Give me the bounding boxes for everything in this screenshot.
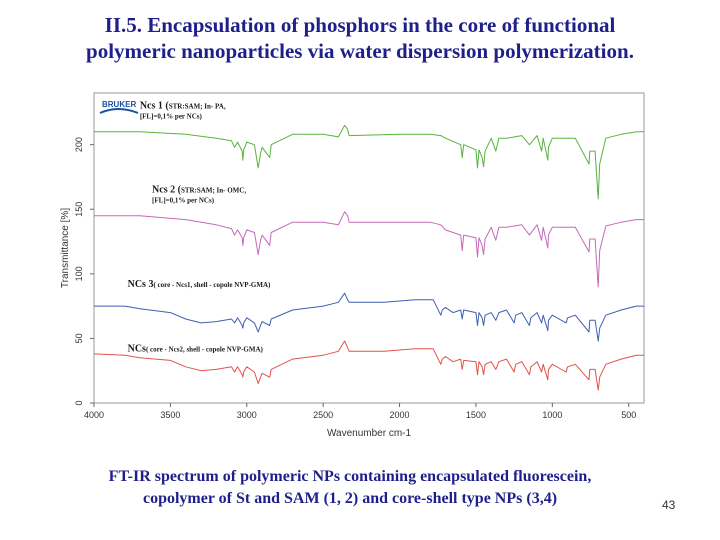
x-tick-label: 2500 bbox=[313, 410, 333, 420]
figure-caption: FT-IR spectrum of polymeric NPs containi… bbox=[30, 466, 670, 510]
series-label-detail: STR:SAM; In- PA, bbox=[169, 103, 226, 111]
series-label-main: Ncs 1 ( bbox=[140, 101, 170, 112]
x-tick-label: 500 bbox=[621, 410, 636, 420]
series-label-main: NCs 3 bbox=[128, 279, 154, 290]
y-tick-label: 100 bbox=[74, 266, 84, 281]
y-tick-label: 150 bbox=[74, 202, 84, 217]
y-tick-label: 200 bbox=[74, 137, 84, 152]
series-group bbox=[93, 124, 644, 391]
slide-title-line-2: polymeric nanoparticles via water disper… bbox=[86, 39, 634, 63]
x-axis-label: Wavenumber cm-1 bbox=[327, 428, 412, 439]
page-number: 43 bbox=[662, 498, 676, 512]
x-tick-label: 1500 bbox=[466, 410, 486, 420]
x-tick-label: 1000 bbox=[542, 410, 562, 420]
series-line-3 bbox=[94, 292, 644, 342]
slide-title: II.5. Encapsulation of phosphors in the … bbox=[20, 12, 700, 64]
bruker-logo: BRUKER bbox=[99, 100, 139, 114]
slide-title-line-1: II.5. Encapsulation of phosphors in the … bbox=[104, 13, 616, 37]
series-label-2: Ncs 2 (STR:SAM; In- OMC, bbox=[152, 184, 246, 195]
caption-line-2: copolymer of St and SAM (1, 2) and core-… bbox=[142, 490, 558, 507]
plot-frame bbox=[93, 92, 645, 404]
logo-text: BRUKER bbox=[102, 100, 136, 109]
series-line-2 bbox=[94, 211, 644, 288]
series-label-main: NCs bbox=[128, 343, 146, 354]
series-label-1-line-2: [FL]=0,1% per NCs) bbox=[140, 113, 203, 121]
series-labels: Ncs 1 (STR:SAM; In- PA,[FL]=0,1% per NCs… bbox=[128, 101, 271, 355]
series-label-main: Ncs 2 ( bbox=[152, 184, 182, 195]
x-tick-label: 2000 bbox=[390, 410, 410, 420]
series-label-detail: STR:SAM; In- OMC, bbox=[181, 186, 246, 194]
series-label-4: NCs( core - Ncs2, shell - copole NVP-GMA… bbox=[128, 343, 264, 354]
series-line-1 bbox=[94, 124, 644, 200]
plot-area bbox=[93, 92, 645, 404]
logo-swoosh bbox=[99, 108, 139, 114]
series-line-4 bbox=[93, 340, 644, 391]
ftir-chart-svg: 4000 3500 3000 2500 2000 1500 1000 500 0 50 100 150… bbox=[60, 92, 645, 439]
series-label-detail: ( core - Ncs1, shell - copole NVP-GMA) bbox=[153, 281, 271, 289]
series-label-1: Ncs 1 (STR:SAM; In- PA, bbox=[140, 101, 226, 112]
y-axis-label: Transmittance [%] bbox=[60, 208, 71, 288]
x-tick-label: 4000 bbox=[84, 410, 104, 420]
x-tick-label: 3000 bbox=[237, 410, 257, 420]
x-tick-label: 3500 bbox=[160, 410, 180, 420]
y-tick-label: 50 bbox=[74, 333, 84, 343]
ftir-chart: 4000 3500 3000 2500 2000 1500 1000 500 0 50 100 150… bbox=[56, 85, 656, 450]
caption-line-1: FT-IR spectrum of polymeric NPs containi… bbox=[108, 468, 592, 485]
y-tick-label: 0 bbox=[74, 400, 84, 405]
axes: 4000 3500 3000 2500 2000 1500 1000 500 0 50 100 150… bbox=[60, 137, 636, 439]
series-label-3: NCs 3( core - Ncs1, shell - copole NVP-G… bbox=[128, 279, 271, 290]
series-label-2-line-2: [FL]=0,1% per NCs) bbox=[152, 196, 215, 204]
series-label-detail: ( core - Ncs2, shell - copole NVP-GMA) bbox=[146, 345, 264, 353]
